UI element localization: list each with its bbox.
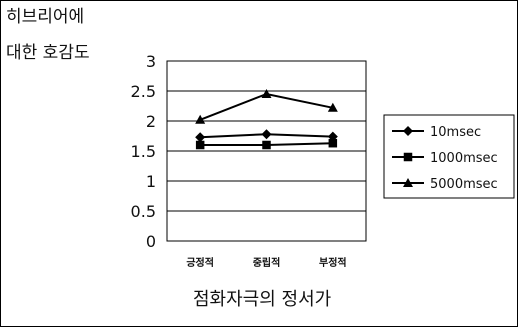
- data-point-1000msec: [195, 140, 205, 150]
- legend-label: 1000msec: [430, 151, 498, 166]
- y-tick-label: 0: [146, 232, 156, 251]
- y-tick-label: 1: [146, 172, 156, 191]
- data-point-1000msec: [328, 138, 338, 148]
- y-tick-label: 2.5: [131, 82, 156, 101]
- y-tick-label: 2: [146, 112, 156, 131]
- data-point-1000msec: [262, 140, 271, 150]
- x-axis-title: 점화자극의 정서가: [193, 289, 332, 310]
- legend-marker-5000msec: [403, 178, 413, 187]
- legend-marker-10msec: [403, 126, 413, 136]
- data-point-5000msec: [327, 102, 338, 112]
- legend-label: 5000msec: [430, 177, 498, 192]
- y-axis-label-line-1: 히브리어에: [6, 7, 85, 27]
- y-tick-label: 3: [146, 52, 156, 71]
- data-point-5000msec: [195, 114, 206, 124]
- legend-label: 10msec: [430, 125, 481, 140]
- y-axis-label-line-2: 대한 호감도: [6, 43, 90, 63]
- x-tick-label: 중립적: [253, 256, 281, 269]
- y-tick-label: 1.5: [131, 142, 156, 161]
- x-tick-label: 부정적: [319, 256, 347, 269]
- data-point-10msec: [261, 129, 272, 140]
- x-tick-label: 긍정적: [186, 256, 214, 269]
- y-tick-label: 0.5: [131, 202, 156, 221]
- data-point-5000msec: [261, 89, 272, 98]
- legend-marker-1000msec: [403, 152, 413, 162]
- data-point-10msec: [195, 132, 206, 143]
